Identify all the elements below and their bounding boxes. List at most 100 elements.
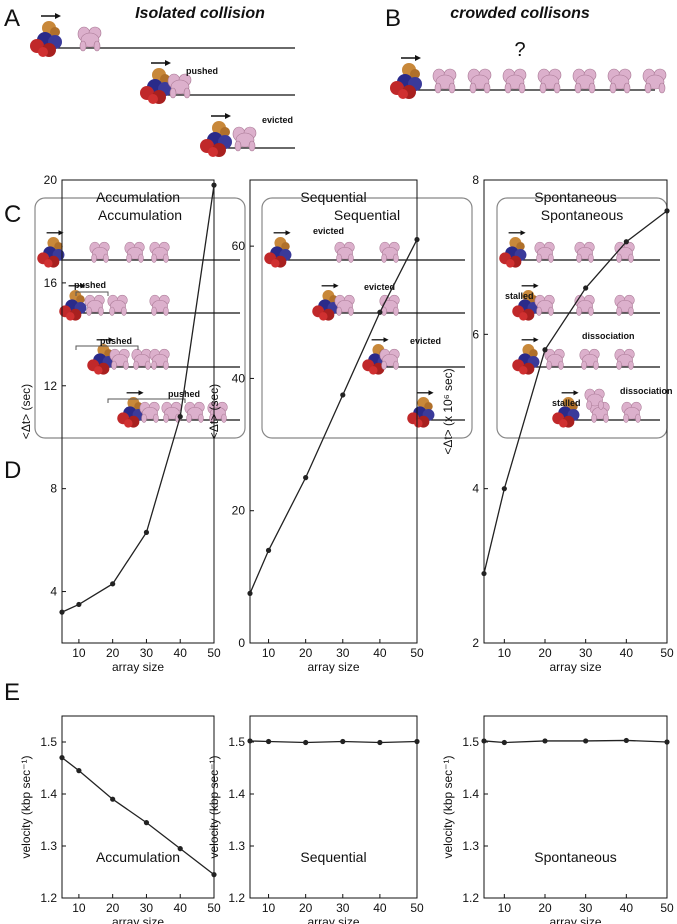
x-tick-label: 30 (336, 901, 350, 915)
nucleosome (167, 73, 192, 99)
annotation: Accumulation (96, 189, 180, 205)
x-tick-label: 30 (579, 646, 593, 660)
y-tick-label: 4 (472, 482, 479, 496)
nucleosome-part (198, 413, 204, 423)
nucleosome-part (616, 360, 622, 370)
label: pushed (100, 336, 132, 346)
point (265, 738, 272, 745)
plot-frame (483, 715, 668, 899)
y-tick-label: 2 (472, 636, 479, 650)
point (211, 182, 217, 188)
nucleosome-part (588, 82, 596, 94)
motor-part (410, 69, 420, 79)
motor-part (50, 27, 60, 37)
x-tick-label: 20 (538, 646, 552, 660)
nucleosome-part (138, 253, 144, 263)
nucleosome (379, 348, 400, 370)
x-tick-label: 20 (299, 901, 313, 915)
nucleosome-part (591, 413, 597, 423)
arrow-head (225, 113, 231, 119)
nucleosome (574, 294, 595, 316)
nucleosome (534, 294, 555, 316)
x-tick-label: 30 (336, 646, 350, 660)
motor (264, 230, 292, 268)
nucleosome (232, 126, 257, 152)
y-tick-label: 8 (472, 173, 479, 187)
point (303, 475, 309, 481)
x-tick-label: 40 (373, 646, 387, 660)
nucleosome-part (483, 82, 491, 94)
nucleosome-part (163, 253, 169, 263)
motor-part (519, 366, 528, 375)
point (583, 285, 589, 291)
nucleosome-part (91, 253, 97, 263)
nucleosome-part (133, 360, 139, 370)
point (664, 208, 670, 214)
point (59, 755, 65, 761)
motor-part (124, 419, 133, 428)
motor-part (516, 242, 525, 251)
nucleosome-part (616, 253, 622, 263)
nucleosome-part (163, 413, 169, 423)
nucleosome-part (381, 360, 387, 370)
nucleosome-part (93, 40, 101, 52)
line (483, 739, 668, 744)
nucleosome-part (598, 400, 604, 410)
y-axis-label: <Δt> (sec) (19, 384, 33, 439)
y-tick-label: 1.2 (228, 891, 245, 905)
nucleosome-part (536, 253, 542, 263)
motor (407, 390, 435, 428)
nucleosome-part (548, 306, 554, 316)
label: dissociation (620, 386, 673, 396)
nucleosome-part (145, 360, 151, 370)
nucleosome-part (393, 253, 399, 263)
nucleosome-part (616, 306, 622, 316)
nucleosome (89, 241, 110, 263)
y-tick-label: 12 (44, 379, 58, 393)
nucleosome-part (548, 253, 554, 263)
motor-part (319, 312, 328, 321)
nucleosome (131, 348, 152, 370)
label: stalled (505, 291, 534, 301)
y-tick-label: 1.4 (462, 787, 479, 801)
motor-part (569, 402, 578, 411)
nucleosome (534, 241, 555, 263)
nucleosome-part (576, 306, 582, 316)
y-tick-label: 16 (44, 276, 58, 290)
nucleosome-part (504, 82, 512, 94)
motor-part (281, 242, 290, 251)
arrow-head (333, 283, 339, 289)
line (61, 757, 215, 876)
arrow-head (285, 230, 291, 236)
nucleosome (621, 401, 642, 423)
point (542, 347, 548, 353)
bracket (107, 398, 186, 403)
point (340, 738, 346, 745)
box (34, 197, 246, 439)
x-tick-label: 50 (207, 901, 221, 915)
nucleosome (149, 241, 170, 263)
nucleosome-part (141, 413, 147, 423)
nucleosome-part (126, 253, 132, 263)
y-tick-label: 4 (50, 585, 57, 599)
x-tick-label: 40 (373, 901, 387, 915)
nucleosome-part (348, 306, 354, 316)
panel-title: Isolated collision (135, 5, 265, 22)
y-tick-label: 1.2 (462, 891, 479, 905)
y-tick-label: 1.5 (462, 735, 479, 749)
motor-part (38, 47, 48, 57)
y-tick-label: 1.4 (228, 787, 245, 801)
nucleosome (149, 294, 170, 316)
motor-part (94, 366, 103, 375)
nucleosome-part (209, 413, 215, 423)
nucleosome (614, 348, 635, 370)
nucleosome-part (111, 360, 117, 370)
motor-part (424, 402, 433, 411)
nucleosome-part (586, 400, 592, 410)
nucleosome (139, 401, 160, 423)
nucleosome (572, 68, 597, 94)
x-axis-label: array size (112, 660, 164, 674)
label: stalled (552, 398, 581, 408)
nucleosome (579, 348, 600, 370)
x-tick-label: 10 (498, 901, 512, 915)
